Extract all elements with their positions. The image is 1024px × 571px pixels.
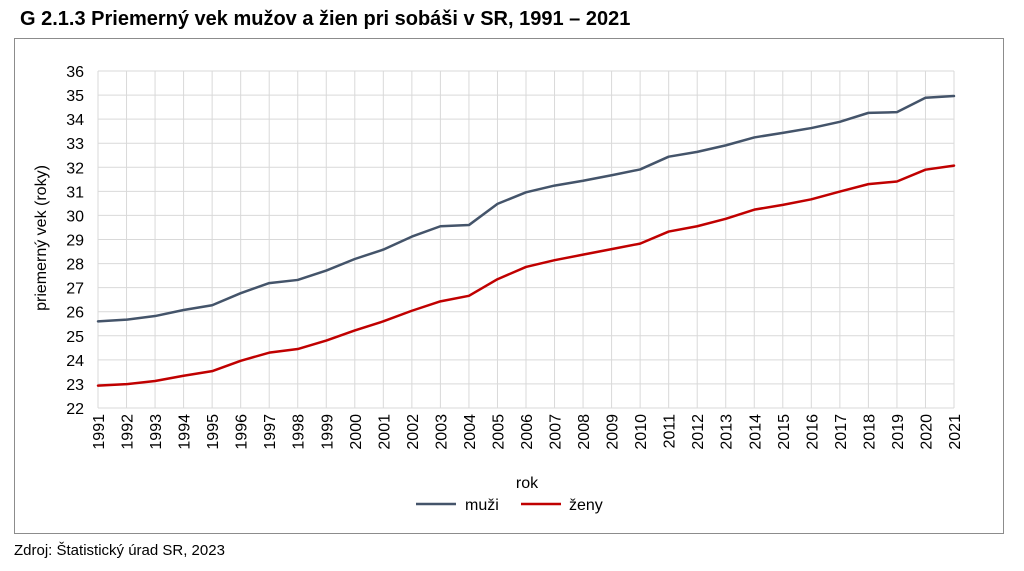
y-tick-label: 23 bbox=[66, 377, 84, 394]
x-tick-label: 1991 bbox=[91, 414, 108, 450]
x-tick-label: 2004 bbox=[462, 414, 479, 450]
y-tick-label: 30 bbox=[66, 208, 84, 225]
x-tick-label: 2014 bbox=[747, 414, 764, 450]
chart-title: G 2.1.3 Priemerný vek mužov a žien pri s… bbox=[20, 8, 631, 30]
y-tick-label: 26 bbox=[66, 305, 84, 322]
x-tick-label: 1993 bbox=[148, 414, 165, 450]
y-tick-label: 34 bbox=[66, 112, 84, 129]
legend-label: ženy bbox=[569, 497, 603, 514]
x-tick-label: 2009 bbox=[605, 414, 622, 450]
x-tick-label: 1992 bbox=[120, 414, 137, 450]
x-tick-label: 2020 bbox=[918, 414, 935, 450]
y-tick-label: 27 bbox=[66, 281, 84, 298]
y-tick-label: 28 bbox=[66, 257, 84, 274]
y-tick-label: 22 bbox=[66, 401, 84, 418]
x-tick-label: 1996 bbox=[234, 414, 251, 450]
y-axis-ticks: 22 23 24 25 26 27 28 29 30 31 32 33 34 35 36 bbox=[66, 64, 84, 418]
y-tick-label: 32 bbox=[66, 160, 84, 177]
x-tick-label: 1997 bbox=[262, 414, 279, 450]
x-axis-ticks: 1991 1992 1993 1994 1995 1996 1997 1998 1999 2000… bbox=[91, 414, 964, 450]
x-tick-label: 1994 bbox=[177, 414, 194, 450]
x-tick-label: 2015 bbox=[776, 414, 793, 450]
series-lines bbox=[96, 94, 956, 387]
x-tick-label: 2000 bbox=[348, 414, 365, 450]
y-tick-label: 33 bbox=[66, 136, 84, 153]
x-tick-label: 2018 bbox=[861, 414, 878, 450]
x-tick-label: 2021 bbox=[947, 414, 964, 450]
chart-area bbox=[14, 38, 1004, 534]
y-tick-label: 36 bbox=[66, 64, 84, 81]
x-tick-label: 2017 bbox=[833, 414, 850, 450]
gridlines bbox=[97, 70, 955, 409]
y-axis-title: priemerný vek (roky) bbox=[33, 165, 50, 311]
x-tick-label: 2005 bbox=[490, 414, 507, 450]
x-tick-label: 2013 bbox=[719, 414, 736, 450]
x-tick-label: 1995 bbox=[205, 414, 222, 450]
legend: muži ženy bbox=[416, 497, 603, 514]
x-tick-label: 2010 bbox=[633, 414, 650, 450]
x-tick-label: 1999 bbox=[319, 414, 336, 450]
x-tick-label: 2003 bbox=[433, 414, 450, 450]
y-tick-label: 24 bbox=[66, 353, 84, 370]
y-tick-label: 31 bbox=[66, 184, 84, 201]
x-tick-label: 2001 bbox=[376, 414, 393, 450]
x-tick-label: 1998 bbox=[291, 414, 308, 450]
x-tick-label: 2012 bbox=[690, 414, 707, 450]
x-tick-label: 2016 bbox=[804, 414, 821, 450]
x-tick-label: 2007 bbox=[548, 414, 565, 450]
x-tick-label: 2006 bbox=[519, 414, 536, 450]
x-tick-label: 2019 bbox=[890, 414, 907, 450]
x-tick-label: 2002 bbox=[405, 414, 422, 450]
source-note: Zdroj: Štatistický úrad SR, 2023 bbox=[14, 542, 225, 559]
x-tick-label: 2008 bbox=[576, 414, 593, 450]
x-tick-label: 2011 bbox=[662, 414, 679, 449]
y-tick-label: 35 bbox=[66, 88, 84, 105]
y-tick-label: 25 bbox=[66, 329, 84, 346]
x-axis-title: rok bbox=[516, 475, 539, 492]
y-tick-label: 29 bbox=[66, 233, 84, 250]
legend-label: muži bbox=[465, 497, 499, 514]
